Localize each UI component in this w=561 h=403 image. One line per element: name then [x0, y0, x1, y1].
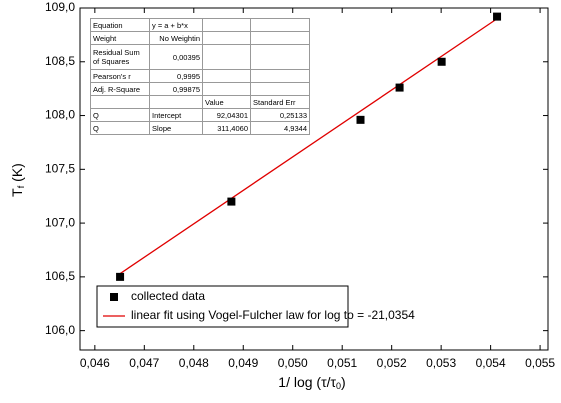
table-cell: Value [202, 95, 251, 109]
x-tick-label: 0,048 [179, 356, 209, 370]
table-cell: Residual Sum of Squares [90, 44, 150, 70]
table-cell [250, 31, 310, 45]
table-cell: Adj. R-Square [90, 82, 150, 96]
x-tick-label: 0,046 [80, 356, 110, 370]
table-row: Weight No Weightin [90, 31, 310, 45]
table-cell: 0,00395 [149, 44, 203, 70]
y-label-suffix: (K) [9, 163, 25, 186]
y-tick-label: 107,5 [45, 161, 75, 175]
y-tick-label: 106,5 [45, 269, 75, 283]
table-row: Equation y = a + b*x [90, 18, 310, 32]
table-row: Residual Sum of Squares 0,00395 [90, 44, 310, 70]
x-tick-label: 0,054 [476, 356, 506, 370]
table-cell: Q [90, 121, 150, 135]
x-tick-label: 0,049 [228, 356, 258, 370]
table-row: Q Intercept 92,04301 0,25133 [90, 108, 310, 122]
y-axis-label: Tf (K) [9, 163, 27, 197]
y-tick-label: 109,0 [45, 0, 75, 14]
data-point [493, 12, 502, 21]
table-cell [90, 95, 150, 109]
table-cell: No Weightin [149, 31, 203, 45]
table-cell [250, 82, 310, 96]
table-cell [250, 44, 310, 70]
table-row: Adj. R-Square 0,99875 [90, 82, 310, 96]
table-cell: 0,9995 [149, 69, 203, 83]
table-cell: Pearson's r [90, 69, 150, 83]
table-cell [202, 44, 251, 70]
table-cell [149, 95, 203, 109]
table-row: Pearson's r 0,9995 [90, 69, 310, 83]
x-tick-label: 0,047 [129, 356, 159, 370]
legend-box [96, 285, 349, 328]
data-point [437, 57, 446, 66]
x-tick-label: 0,052 [377, 356, 407, 370]
legend-label: collected data [131, 289, 205, 303]
table-cell: 311,4060 [202, 121, 251, 135]
x-tick-label: 0,050 [278, 356, 308, 370]
table-cell: Intercept [149, 108, 203, 122]
table-cell [250, 18, 310, 32]
y-tick-label: 106,0 [45, 323, 75, 337]
x-label-suffix: ) [341, 374, 346, 390]
table-cell: 4,9344 [250, 121, 310, 135]
x-tick-label: 0,051 [327, 356, 357, 370]
data-point [227, 197, 236, 206]
fit-table: Equation y = a + b*x Weight No Weightin Resi… [90, 18, 310, 135]
table-cell: 0,25133 [250, 108, 310, 122]
table-cell: Slope [149, 121, 203, 135]
table-cell: Weight [90, 31, 150, 45]
data-point [116, 272, 125, 281]
x-axis-label: 1/ log (τ/τ0) [278, 374, 345, 392]
y-tick-label: 108,5 [45, 54, 75, 68]
data-point [356, 115, 365, 124]
table-row: Q Slope 311,4060 4,9344 [90, 121, 310, 135]
legend-marker [110, 293, 118, 301]
table-cell [250, 69, 310, 83]
table-row: Value Standard Err [90, 95, 310, 109]
y-tick-label: 108,0 [45, 108, 75, 122]
table-cell [202, 69, 251, 83]
table-cell: 0,99875 [149, 82, 203, 96]
table-cell: 92,04301 [202, 108, 251, 122]
table-cell: Q [90, 108, 150, 122]
y-label-sub: f [16, 185, 26, 188]
legend-label: linear fit using Vogel-Fulcher law for l… [131, 308, 415, 322]
x-label-sub: 0 [336, 381, 341, 391]
data-point [395, 83, 404, 92]
table-cell [202, 18, 251, 32]
x-tick-label: 0,053 [426, 356, 456, 370]
plot-frame [79, 7, 549, 351]
table-cell: Standard Err [250, 95, 310, 109]
y-tick-label: 107,0 [45, 215, 75, 229]
fit-line [119, 18, 498, 275]
table-cell [202, 31, 251, 45]
table-cell: Equation [90, 18, 150, 32]
table-cell: y = a + b*x [149, 18, 203, 32]
table-cell [202, 82, 251, 96]
x-tick-label: 0,055 [525, 356, 555, 370]
x-label-main: 1/ log (τ/τ [278, 374, 336, 390]
y-label-main: T [9, 188, 25, 197]
